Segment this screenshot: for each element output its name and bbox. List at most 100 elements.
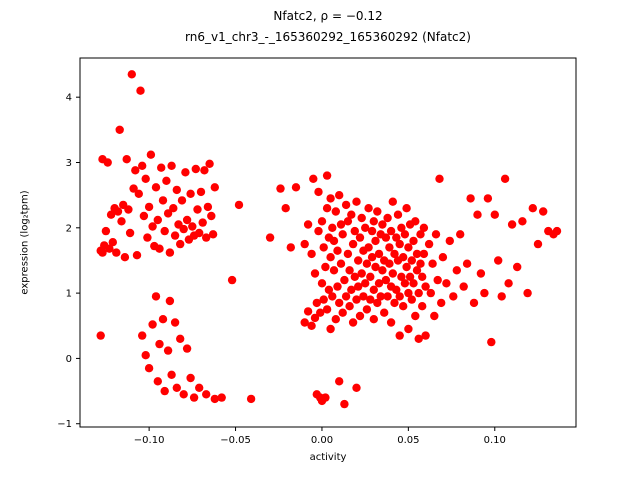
data-point xyxy=(120,253,130,262)
data-point xyxy=(374,249,384,259)
data-point xyxy=(373,298,382,308)
data-point xyxy=(155,244,164,253)
data-point xyxy=(326,253,335,262)
data-point xyxy=(331,315,340,324)
data-point xyxy=(421,282,430,291)
data-point xyxy=(386,318,396,327)
data-point xyxy=(397,272,406,281)
data-point xyxy=(347,210,356,219)
data-point xyxy=(300,239,309,249)
data-point xyxy=(373,207,382,216)
data-point xyxy=(411,217,420,226)
data-point xyxy=(409,236,418,246)
data-point xyxy=(397,223,406,232)
data-point xyxy=(352,383,361,392)
data-point xyxy=(452,266,461,275)
data-point xyxy=(400,279,410,288)
data-point xyxy=(366,272,375,281)
data-point xyxy=(350,226,359,236)
data-point xyxy=(402,262,411,272)
data-point xyxy=(203,202,213,212)
data-point xyxy=(404,243,413,252)
data-point xyxy=(163,209,173,218)
data-point xyxy=(494,256,503,265)
data-point xyxy=(170,318,180,327)
data-point xyxy=(399,253,408,262)
data-point xyxy=(419,249,429,259)
data-point xyxy=(345,266,354,275)
data-point xyxy=(357,213,366,223)
data-point xyxy=(314,187,323,197)
data-point xyxy=(405,272,415,281)
data-point xyxy=(469,298,479,308)
data-point xyxy=(340,275,349,285)
data-point xyxy=(338,308,347,317)
data-point xyxy=(414,334,423,343)
data-point xyxy=(456,230,465,239)
data-point xyxy=(412,249,422,259)
data-point xyxy=(124,205,133,214)
data-point xyxy=(108,238,118,247)
data-point xyxy=(430,311,439,321)
data-point xyxy=(326,324,335,334)
data-point xyxy=(490,210,499,219)
data-point xyxy=(473,210,482,219)
data-point xyxy=(381,275,391,285)
y-tick-label: 3 xyxy=(66,158,72,169)
data-point xyxy=(195,228,204,238)
data-point xyxy=(151,183,161,192)
data-point xyxy=(390,298,399,308)
data-point xyxy=(343,249,353,259)
data-point xyxy=(139,211,149,221)
data-point xyxy=(497,292,506,301)
data-point xyxy=(331,207,340,216)
data-point xyxy=(167,161,176,170)
data-point xyxy=(322,204,332,213)
data-point xyxy=(329,266,339,275)
data-point xyxy=(378,220,387,229)
data-point xyxy=(158,196,168,205)
data-point xyxy=(357,269,366,278)
data-point xyxy=(404,288,413,298)
data-point xyxy=(380,308,389,317)
data-point xyxy=(395,239,404,249)
x-tick-label: 0.10 xyxy=(484,435,506,446)
data-point xyxy=(234,200,244,210)
data-point xyxy=(122,155,131,164)
data-point xyxy=(419,223,429,232)
data-point xyxy=(172,185,181,195)
data-point xyxy=(341,200,351,210)
data-point xyxy=(328,223,337,232)
x-tick-label: −0.05 xyxy=(220,435,251,446)
data-point xyxy=(291,183,301,192)
data-point xyxy=(369,217,378,226)
data-point xyxy=(393,210,403,219)
data-point xyxy=(179,390,188,399)
data-point xyxy=(361,223,370,232)
data-point xyxy=(129,184,138,193)
data-point xyxy=(404,324,413,334)
data-point xyxy=(518,217,527,226)
data-point xyxy=(326,194,335,203)
data-point xyxy=(487,337,496,347)
data-point xyxy=(369,315,378,324)
data-point xyxy=(210,394,219,404)
data-point xyxy=(115,125,124,134)
data-point xyxy=(399,302,408,311)
data-point xyxy=(151,292,161,301)
data-point xyxy=(314,226,323,236)
data-point xyxy=(125,228,135,238)
data-point xyxy=(426,288,435,298)
data-point xyxy=(414,288,423,298)
data-point xyxy=(504,279,513,288)
data-point xyxy=(181,168,190,177)
data-point xyxy=(300,318,309,327)
data-point xyxy=(367,226,377,236)
data-point xyxy=(400,230,410,239)
data-point xyxy=(177,196,187,205)
data-point xyxy=(191,164,200,174)
data-point xyxy=(476,269,486,278)
x-tick-label: 0.05 xyxy=(397,435,419,446)
data-point xyxy=(141,351,150,360)
data-point xyxy=(182,344,192,353)
